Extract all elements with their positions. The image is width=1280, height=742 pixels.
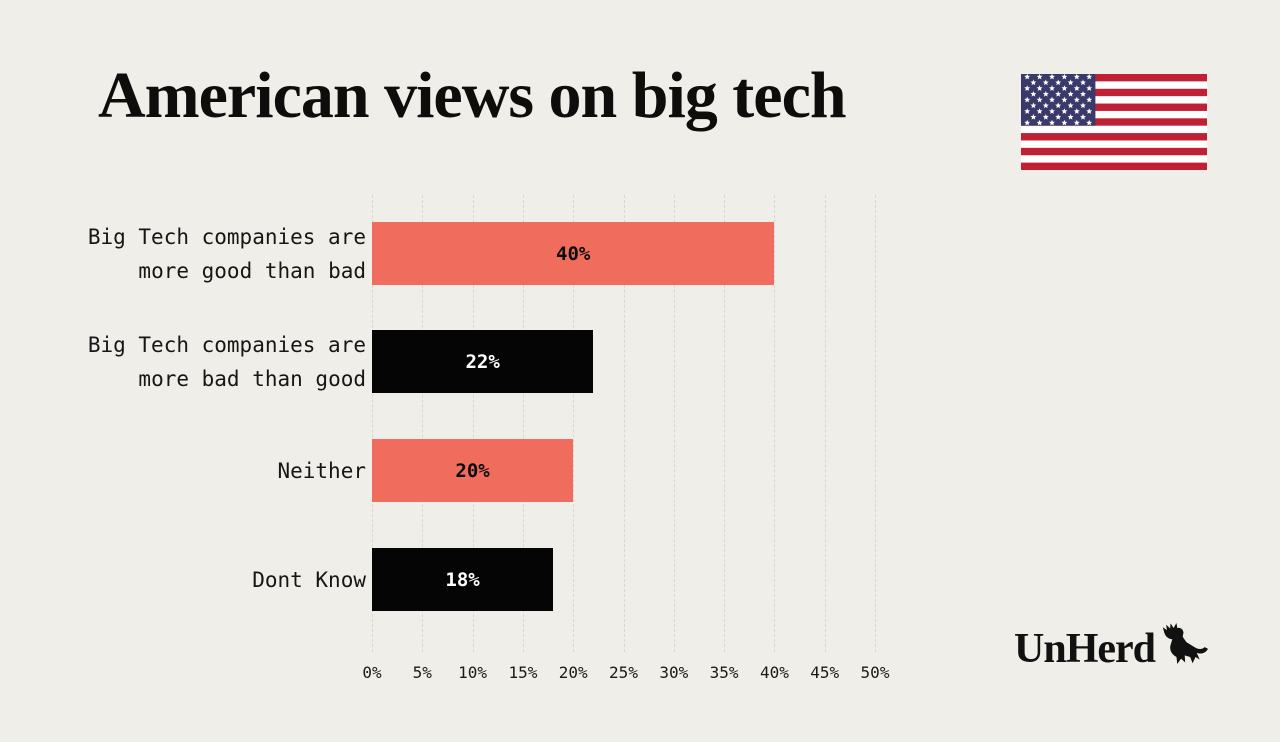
gridline: [673, 195, 675, 652]
x-axis-tick-label: 5%: [412, 663, 432, 682]
gridline: [824, 195, 826, 652]
category-label: Neither: [277, 458, 366, 483]
x-axis-tick-label: 40%: [759, 663, 789, 682]
x-axis-tick-label: 10%: [458, 663, 488, 682]
category-label: Big Tech companies are more good than ba…: [87, 224, 366, 283]
category-label: Dont Know: [252, 567, 366, 592]
gridline: [422, 195, 424, 652]
bar-value-label: 40%: [556, 242, 591, 265]
x-axis-tick-label: 35%: [709, 663, 739, 682]
rearing-cow-icon: [1162, 623, 1208, 665]
gridline: [774, 195, 776, 652]
us-flag-icon: [1021, 74, 1207, 170]
x-axis-tick-label: 15%: [508, 663, 538, 682]
x-axis-tick-label: 45%: [810, 663, 840, 682]
page-title: American views on big tech: [98, 59, 847, 132]
gridline: [573, 195, 575, 652]
category-label: Big Tech companies are more bad than goo…: [87, 332, 366, 391]
x-axis-tick-label: 25%: [609, 663, 638, 682]
x-axis-tick-label: 30%: [659, 663, 689, 682]
gridline: [623, 195, 625, 652]
x-axis-tick-label: 50%: [860, 663, 890, 682]
x-axis-tick-label: 0%: [362, 663, 382, 682]
gridline: [875, 195, 876, 652]
gridline: [472, 195, 474, 652]
gridline: [522, 195, 524, 652]
unherd-wordmark: UnHerd: [1014, 626, 1156, 672]
gridline: [724, 195, 726, 652]
bar: 40%: [372, 222, 775, 285]
bar-value-label: 18%: [445, 568, 480, 591]
bar: 22%: [372, 330, 594, 393]
bar: 20%: [372, 439, 574, 502]
bar-value-label: 22%: [465, 350, 500, 373]
x-axis-tick-label: 20%: [558, 663, 588, 682]
bar-value-label: 20%: [455, 459, 490, 482]
unherd-logo: UnHerd: [1014, 614, 1210, 672]
bar: 18%: [372, 548, 554, 611]
gridline: [372, 195, 373, 652]
